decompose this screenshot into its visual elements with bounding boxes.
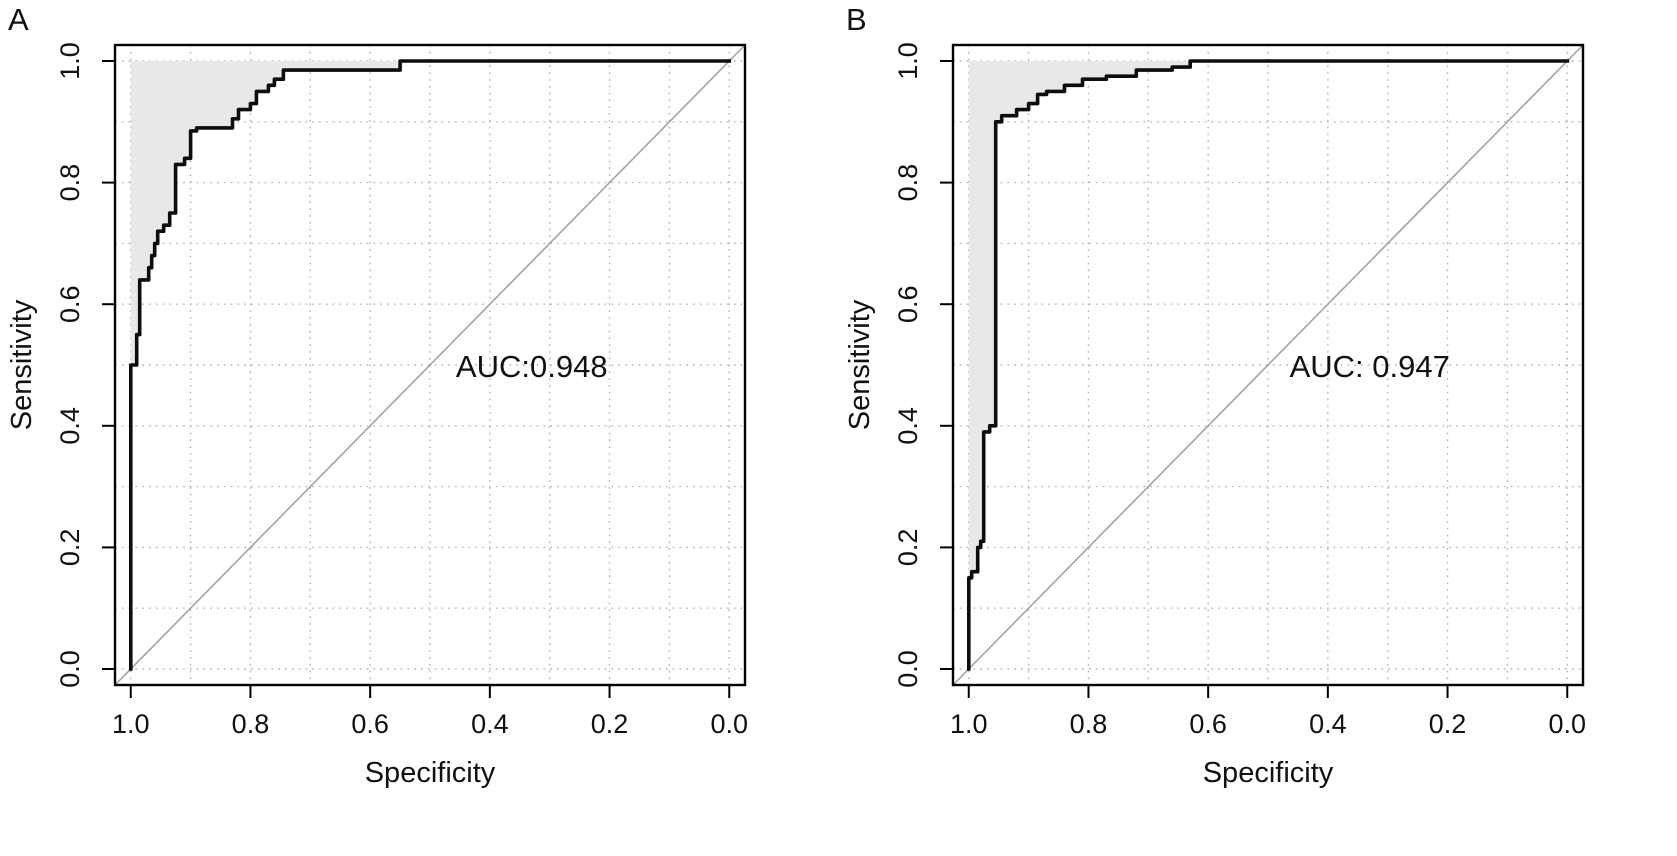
x-tick-label: 1.0	[950, 709, 988, 739]
diagonal-reference-line	[114, 44, 746, 686]
panel-b: B 1.0 0.8 0.6 0.4 0.2 0.0 0.0 0.2 0.4 0.6 0.8 1.0 Sp…	[838, 0, 1676, 856]
roc-curve	[967, 59, 1570, 671]
x-tick-label: 0.0	[710, 709, 748, 739]
x-tick-label: 0.6	[351, 709, 389, 739]
auc-annotation: AUC:0.948	[456, 349, 608, 384]
y-axis-title: Sensitivity	[6, 299, 38, 430]
x-axis-title: Specificity	[365, 757, 496, 789]
panel-a: A 1.0 0.8 0.6 0.4 0.2 0.0 0.0 0.2 0.4 0.6 0.8 1.0 Sp…	[0, 0, 838, 856]
x-tick-label: 1.0	[112, 709, 150, 739]
y-tick-label: 1.0	[55, 42, 85, 80]
x-tick-label: 0.2	[591, 709, 629, 739]
x-tick-label: 0.0	[1548, 709, 1586, 739]
plot-border	[951, 43, 1585, 687]
x-tick-label: 0.4	[1309, 709, 1347, 739]
y-tick-label: 0.8	[893, 164, 923, 202]
y-tick-label: 0.0	[893, 650, 923, 688]
x-axis-title: Specificity	[1203, 757, 1334, 789]
y-tick-label: 0.0	[55, 650, 85, 688]
x-tick-label: 0.6	[1189, 709, 1227, 739]
y-tick-label: 0.4	[893, 407, 923, 445]
roc-chart-b: 1.0 0.8 0.6 0.4 0.2 0.0 0.0 0.2 0.4 0.6 0.8 1.0 Spec…	[844, 42, 1586, 789]
y-tick-label: 0.2	[893, 529, 923, 567]
x-tick-label: 0.2	[1429, 709, 1467, 739]
diagonal-reference-line	[952, 44, 1584, 686]
shaded-area	[130, 61, 730, 669]
y-tick-label: 0.8	[55, 164, 85, 202]
panel-b-label: B	[846, 2, 868, 37]
roc-chart-a: 1.0 0.8 0.6 0.4 0.2 0.0 0.0 0.2 0.4 0.6 0.8 1.0 Spec…	[6, 42, 748, 789]
roc-curve	[129, 59, 732, 671]
y-tick-label: 0.2	[55, 529, 85, 567]
panel-a-label: A	[8, 2, 30, 37]
y-tick-label: 0.4	[55, 407, 85, 445]
y-tick-label: 0.6	[55, 285, 85, 323]
auc-annotation: AUC: 0.947	[1290, 349, 1450, 384]
y-axis-title: Sensitivity	[844, 299, 876, 430]
plot-border	[113, 43, 747, 687]
y-tick-label: 0.6	[893, 285, 923, 323]
x-tick-label: 0.4	[471, 709, 509, 739]
x-tick-label: 0.8	[1070, 709, 1108, 739]
y-tick-label: 1.0	[893, 42, 923, 80]
x-tick-label: 0.8	[232, 709, 270, 739]
